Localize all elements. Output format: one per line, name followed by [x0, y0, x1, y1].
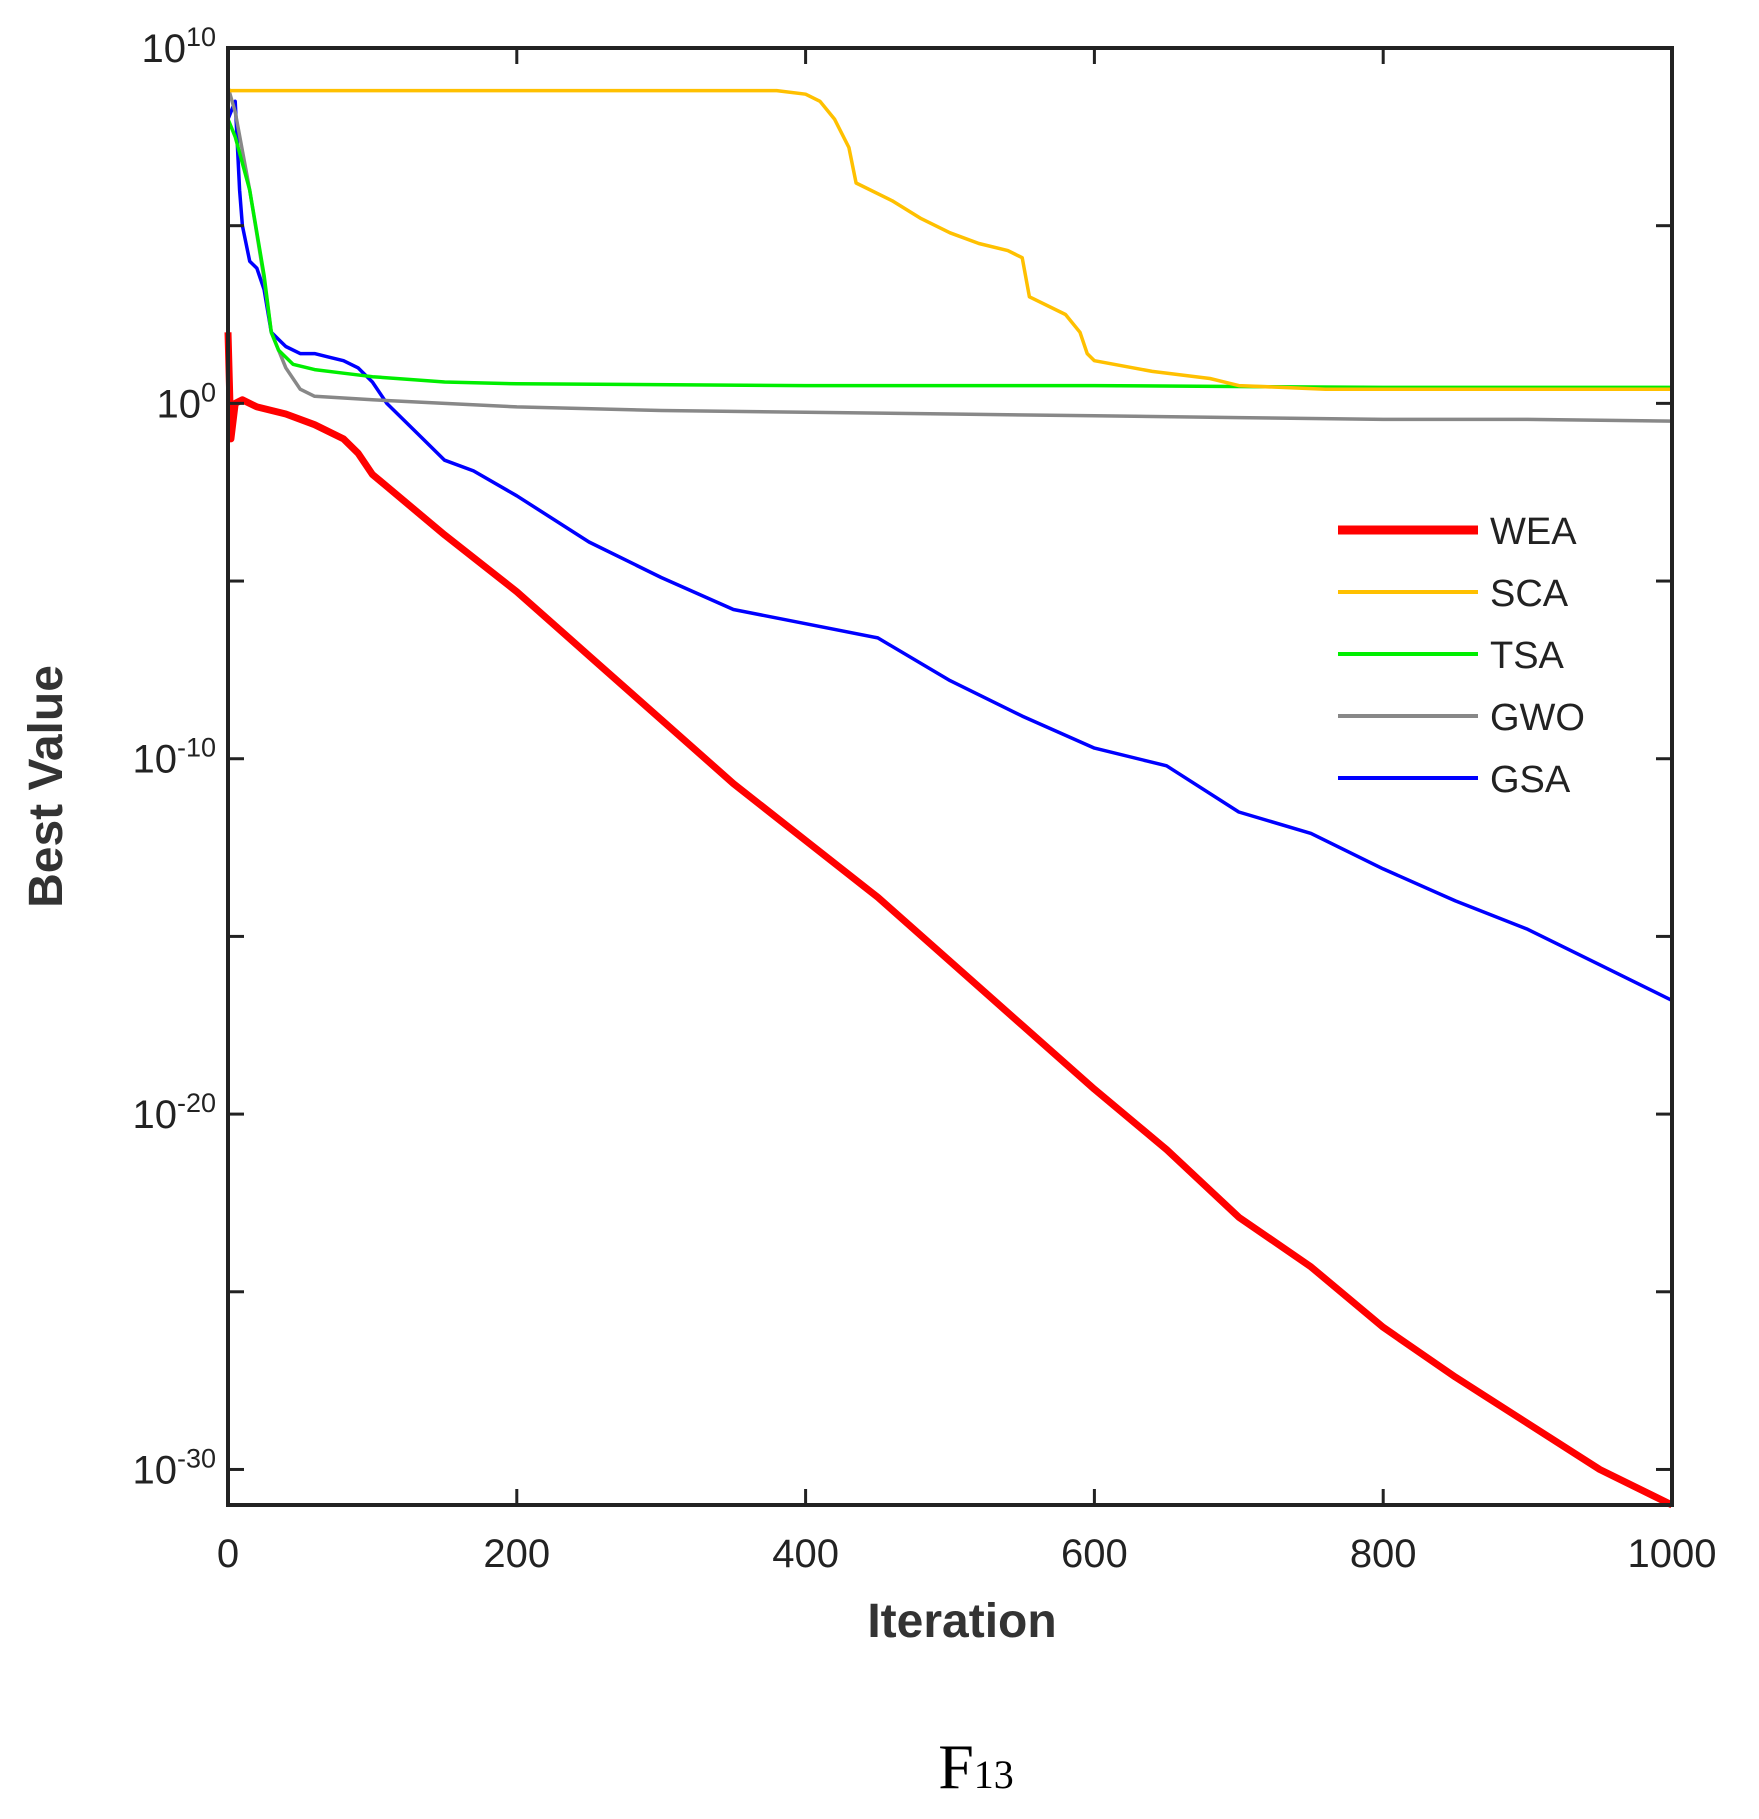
y-tick-exponent: -20: [177, 1088, 216, 1118]
y-tick-base: 10: [132, 1093, 177, 1137]
caption-subscript: 13: [974, 1752, 1014, 1797]
y-tick-exponent: 0: [201, 377, 216, 407]
y-tick-base: 10: [132, 738, 177, 782]
legend: WEA SCA TSA GWO GSA: [1338, 511, 1585, 801]
y-axis-title: Best Value: [20, 665, 73, 908]
y-tick-base: 10: [141, 27, 186, 71]
figure-caption: F13: [938, 1731, 1014, 1802]
y-tick-label: 10-30: [132, 1443, 216, 1492]
y-tick-base: 10: [156, 382, 201, 426]
caption-letter: F: [938, 1731, 974, 1802]
series-layer: [224, 86, 1674, 1509]
x-tick-label: 0: [217, 1532, 239, 1576]
x-tick-label: 1000: [1628, 1532, 1717, 1576]
x-tick-label: 400: [772, 1532, 839, 1576]
x-tick-label: 600: [1061, 1532, 1128, 1576]
legend-label-wea: WEA: [1490, 511, 1577, 553]
y-tick-exponent: -10: [177, 733, 216, 763]
plot-frame: [226, 46, 1674, 1507]
series-line-sca: [228, 88, 1672, 391]
legend-label-sca: SCA: [1490, 573, 1569, 615]
y-tick-label: 10-20: [132, 1088, 216, 1137]
y-tick-exponent: -30: [177, 1443, 216, 1473]
y-tick-label: 1010: [141, 22, 216, 71]
series-line-tsa: [226, 118, 1672, 390]
legend-label-gsa: GSA: [1490, 759, 1571, 801]
x-tick-labels: 0 200 400 600 800 1000: [217, 1532, 1717, 1576]
y-tick-base: 10: [132, 1448, 177, 1492]
series-line-wea: [224, 332, 1674, 1509]
y-tick-exponent: 10: [186, 22, 216, 52]
x-axis-title: Iteration: [867, 1595, 1056, 1648]
y-tick-label: 10-10: [132, 733, 216, 782]
legend-label-tsa: TSA: [1490, 635, 1565, 677]
legend-label-gwo: GWO: [1490, 697, 1585, 739]
x-tick-label: 200: [483, 1532, 550, 1576]
x-tick-label: 800: [1350, 1532, 1417, 1576]
y-tick-label: 100: [156, 377, 216, 426]
